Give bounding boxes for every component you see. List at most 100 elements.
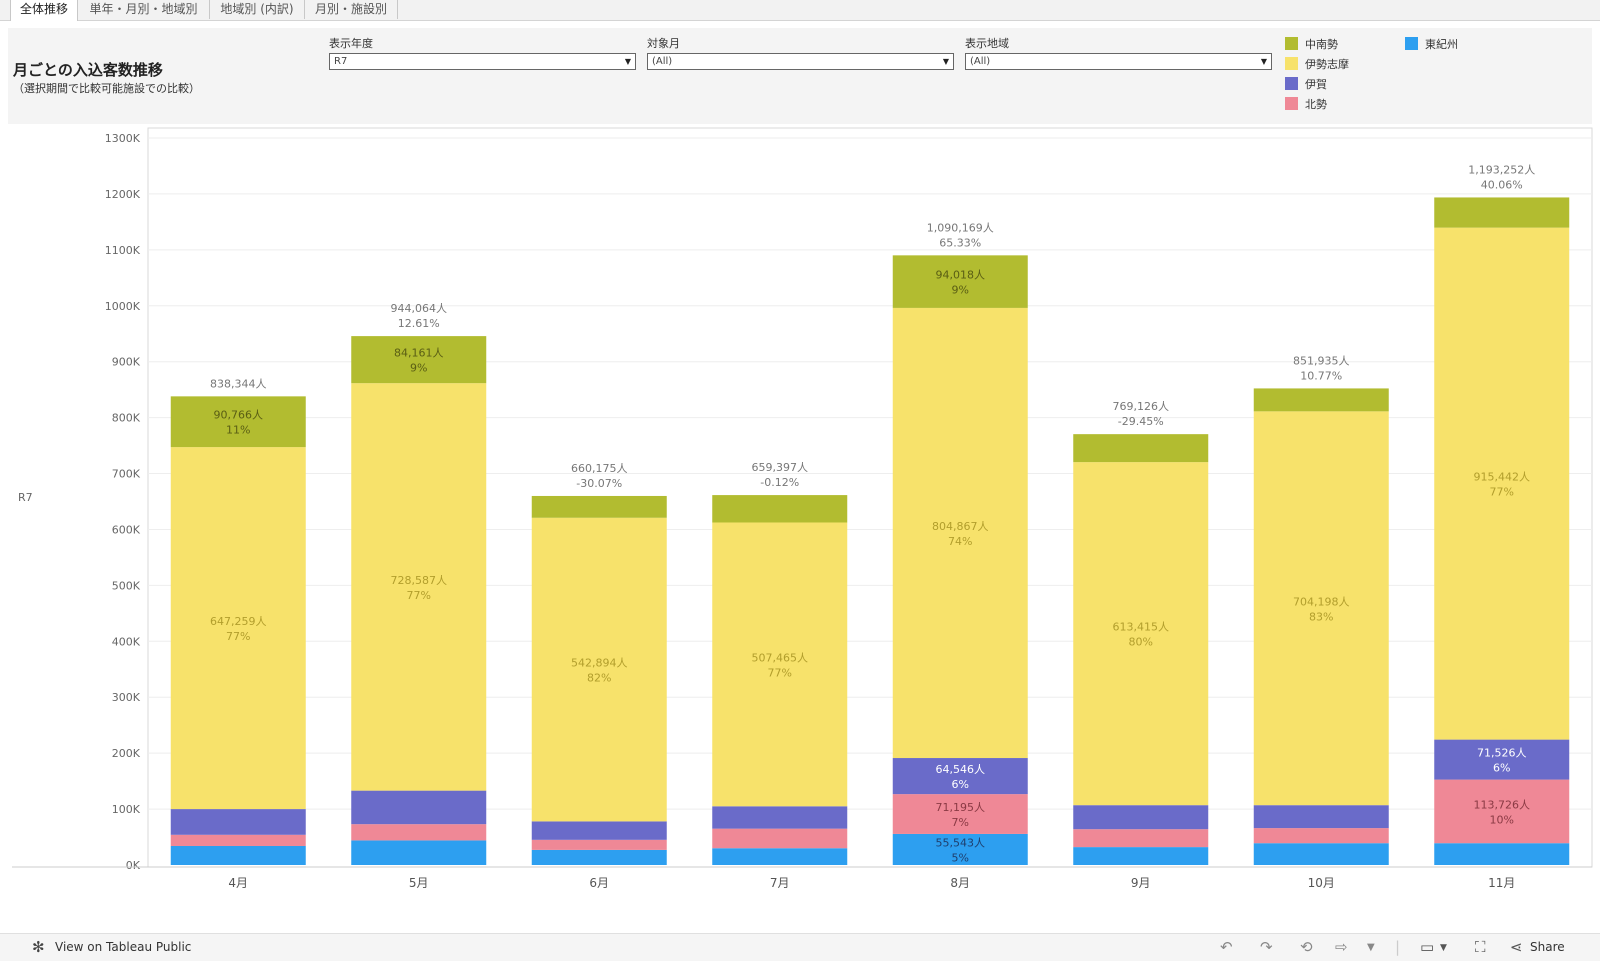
view-on-tableau-link[interactable]: View on Tableau Public: [55, 940, 192, 954]
x-tick-label: 9月: [1131, 876, 1151, 890]
segment-pct-label: 6%: [952, 778, 969, 791]
x-tick-label: 5月: [409, 876, 429, 890]
y-tick-label: 1300K: [105, 132, 141, 145]
refresh-icon[interactable]: ⇨: [1335, 938, 1348, 956]
segment-pct-label: 7%: [952, 816, 969, 829]
divider: |: [1395, 938, 1401, 956]
bar-segment: [531, 839, 667, 850]
x-tick-label: 8月: [950, 876, 970, 890]
filter-select-month[interactable]: (All) ▼: [647, 53, 954, 70]
bar-segment: [170, 845, 306, 865]
segment-value-label: 55,543人: [936, 836, 986, 849]
chevron-down-icon: ▼: [942, 57, 949, 66]
bar-segment: [1073, 462, 1209, 806]
bar-segment: [712, 828, 848, 849]
total-label: 944,064人: [391, 302, 448, 315]
segment-value-label: 71,195人: [936, 801, 986, 814]
comment-icon[interactable]: ▭: [1420, 938, 1435, 956]
segment-pct-label: 77%: [226, 630, 250, 643]
segment-pct-label: 9%: [952, 284, 969, 297]
bar-segment: [170, 834, 306, 846]
bar-segment: [1073, 847, 1209, 865]
bar-segment: [351, 840, 487, 865]
segment-value-label: 915,442人: [1474, 471, 1531, 484]
y-tick-label: 200K: [112, 747, 141, 760]
x-tick-label: 6月: [589, 876, 609, 890]
revert-icon[interactable]: ⟲: [1300, 938, 1313, 956]
segment-pct-label: 80%: [1129, 636, 1153, 649]
segment-value-label: 71,526人: [1477, 747, 1527, 760]
segment-pct-label: 5%: [952, 851, 969, 864]
x-tick-label: 10月: [1308, 876, 1335, 890]
segment-value-label: 113,726人: [1474, 798, 1531, 811]
y-tick-label: 400K: [112, 635, 141, 648]
bar-segment: [170, 809, 306, 835]
legend-swatch: [1285, 57, 1298, 70]
tab-monthly-by-region[interactable]: 単年・月別・地域別: [78, 0, 210, 19]
filter-value-month: (All): [652, 56, 673, 67]
bar-segment: [1434, 739, 1570, 780]
share-icon[interactable]: ⋖: [1510, 938, 1523, 956]
bar-segment: [892, 758, 1028, 795]
tab-bar: 全体推移 単年・月別・地域別 地域別 (内訳) 月別・施設別: [0, 0, 1600, 21]
bar-segment: [892, 307, 1028, 759]
redo-icon[interactable]: ↷: [1260, 938, 1273, 956]
legend-swatch: [1285, 97, 1298, 110]
chevron-down-icon: ▼: [624, 57, 631, 66]
bar-segment: [531, 517, 667, 822]
legend-label: 東紀州: [1425, 38, 1458, 51]
y-tick-label: 500K: [112, 579, 141, 592]
segment-value-label: 84,161人: [394, 347, 444, 360]
total-label: 1,090,169人: [927, 221, 994, 234]
bar-segment: [351, 790, 487, 825]
segment-value-label: 507,465人: [752, 651, 809, 664]
stacked-bar-chart: 0K 100K 200K 300K 400K 500K 600K 700K 800K 900K 10…: [12, 127, 1593, 890]
segment-pct-label: 82%: [587, 672, 611, 685]
legend-label: 中南勢: [1305, 38, 1338, 51]
legend-swatch: [1285, 37, 1298, 50]
y-tick-label: 1200K: [105, 188, 141, 201]
fullscreen-icon[interactable]: ⛶: [1475, 938, 1486, 956]
bar-segment: [712, 848, 848, 865]
bar-segment: [712, 806, 848, 829]
chevron-down-icon[interactable]: ▼: [1367, 942, 1375, 953]
undo-icon[interactable]: ↶: [1220, 938, 1233, 956]
growth-label: -29.45%: [1118, 415, 1164, 428]
chevron-down-icon[interactable]: ▼: [1440, 943, 1447, 953]
y-tick-label: 600K: [112, 523, 141, 536]
total-label: 660,175人: [571, 462, 628, 475]
bar-segment: [1434, 197, 1570, 228]
bar-segment: [1253, 411, 1389, 806]
y-tick-label: 0K: [126, 859, 141, 872]
segment-value-label: 64,546人: [936, 763, 986, 776]
bar-segment: [1434, 843, 1570, 865]
x-tick-label: 7月: [770, 876, 790, 890]
segment-pct-label: 6%: [1493, 762, 1510, 775]
bar-segment: [531, 495, 667, 518]
x-tick-label: 11月: [1488, 876, 1515, 890]
growth-label: 40.06%: [1481, 178, 1523, 191]
tab-overall-trend[interactable]: 全体推移: [10, 0, 78, 21]
page-title: 月ごとの入込客数推移: [13, 61, 163, 79]
bar-segment: [892, 833, 1028, 865]
growth-label: 12.61%: [398, 317, 440, 330]
segment-pct-label: 9%: [410, 362, 427, 375]
filter-select-region[interactable]: (All) ▼: [965, 53, 1272, 70]
segment-value-label: 94,018人: [936, 269, 986, 282]
bar-segment: [1253, 805, 1389, 829]
segment-pct-label: 10%: [1490, 813, 1514, 826]
bar-segment: [892, 794, 1028, 834]
bar-segment: [351, 336, 487, 384]
total-label: 1,193,252人: [1468, 163, 1535, 176]
tab-monthly-facility[interactable]: 月別・施設別: [305, 0, 398, 19]
y-tick-label: 100K: [112, 803, 141, 816]
share-button[interactable]: Share: [1530, 940, 1565, 954]
footer-toolbar: ✻ View on Tableau Public ↶ ↷ ⟲ ⇨ ▼ | ▭ ▼…: [0, 933, 1600, 961]
segment-pct-label: 74%: [948, 535, 972, 548]
header-panel: [8, 28, 1592, 124]
bar-segment: [892, 255, 1028, 308]
filter-select-year[interactable]: R7 ▼: [329, 53, 636, 70]
tab-region-breakdown[interactable]: 地域別 (内訳): [210, 0, 305, 19]
filter-label-region: 表示地域: [965, 37, 1009, 50]
segment-value-label: 704,198人: [1293, 595, 1350, 608]
